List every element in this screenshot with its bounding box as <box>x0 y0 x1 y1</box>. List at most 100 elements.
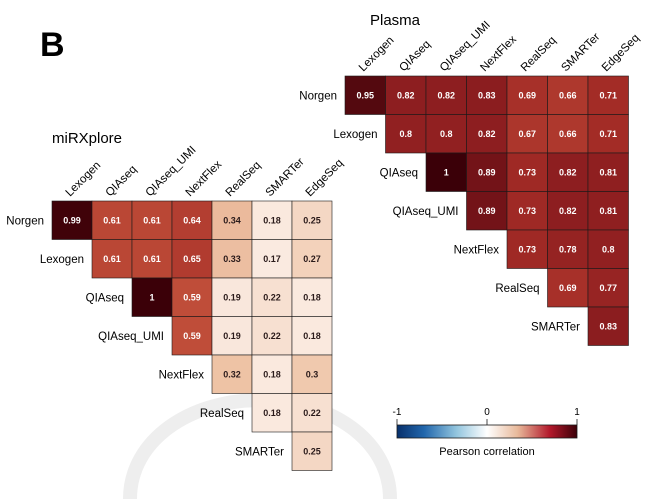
cell-value-label: 0.78 <box>559 244 577 254</box>
cell-value-label: 1 <box>444 167 449 177</box>
cell-value-label: 0.89 <box>478 206 496 216</box>
heatmap-cell <box>425 114 467 154</box>
heatmap-cell <box>466 114 508 154</box>
heatmap-cell <box>587 114 629 154</box>
row-label: SMARTer <box>235 446 284 458</box>
cell-value-label: 0.8 <box>440 129 453 139</box>
cell-value-label: 0.25 <box>303 215 321 225</box>
cell-value-label: 0.27 <box>303 254 321 264</box>
cell-value-label: 0.77 <box>599 283 617 293</box>
cell-value-label: 0.82 <box>397 90 415 100</box>
cell-value-label: 0.22 <box>303 408 321 418</box>
cell-value-label: 0.25 <box>303 446 321 456</box>
column-label: NextFlex <box>184 158 225 199</box>
cell-value-label: 0.18 <box>263 369 281 379</box>
cell-value-label: 0.32 <box>223 369 241 379</box>
legend-title: Pearson correlation <box>439 446 534 458</box>
cell-value-label: 0.17 <box>263 254 281 264</box>
cell-value-label: 0.69 <box>559 283 577 293</box>
cell-value-label: 0.73 <box>518 206 536 216</box>
heatmap-cell <box>211 316 253 356</box>
cell-value-label: 0.66 <box>559 90 577 100</box>
heatmap-cell <box>171 239 213 279</box>
row-label: QIAseq_UMI <box>98 331 164 343</box>
cell-value-label: 0.8 <box>399 129 412 139</box>
cell-value-label: 0.61 <box>103 215 121 225</box>
heatmap-cell <box>91 239 133 279</box>
heatmap-cell <box>344 75 386 115</box>
heatmap-cell <box>506 191 548 231</box>
cell-value-label: 0.18 <box>303 331 321 341</box>
heatmap-cell <box>291 239 333 279</box>
cell-value-label: 0.71 <box>599 129 617 139</box>
row-label: NextFlex <box>159 369 205 381</box>
heatmap-cell <box>251 239 293 279</box>
heatmap-cell <box>91 200 133 240</box>
heatmap-cell <box>131 239 173 279</box>
cell-value-label: 0.33 <box>223 254 241 264</box>
row-label: SMARTer <box>531 321 580 333</box>
column-label: Lexogen <box>357 34 397 74</box>
cell-value-label: 0.18 <box>303 292 321 302</box>
cell-value-label: 0.59 <box>183 292 201 302</box>
cell-value-label: 0.18 <box>263 215 281 225</box>
column-label: EdgeSeq <box>304 157 346 199</box>
heatmap-cell <box>506 114 548 154</box>
legend-tick-label: -1 <box>393 407 402 418</box>
cell-value-label: 0.82 <box>437 90 455 100</box>
heatmap-cell <box>251 277 293 317</box>
column-label: NextFlex <box>478 33 519 74</box>
cell-value-label: 0.82 <box>559 167 577 177</box>
color-legend: -1 0 1 Pearson correlation <box>393 407 581 458</box>
legend-colorbar <box>396 424 578 439</box>
row-label: NextFlex <box>454 244 500 256</box>
column-label: RealSeq <box>224 159 264 199</box>
legend-tick-label: 0 <box>484 407 490 418</box>
cell-value-label: 0.8 <box>602 244 615 254</box>
column-label: Lexogen <box>64 159 104 199</box>
heatmap-cell <box>587 75 629 115</box>
panel-label: B <box>40 26 65 64</box>
cell-value-label: 0.3 <box>306 369 319 379</box>
cell-value-label: 0.73 <box>518 167 536 177</box>
cell-value-label: 0.22 <box>263 292 281 302</box>
heatmap-cell <box>506 229 548 269</box>
row-label: QIAseq <box>86 292 124 304</box>
legend-tick-label: 1 <box>574 407 580 418</box>
heatmap-cell <box>251 316 293 356</box>
heatmap-cell <box>291 393 333 433</box>
heatmap-cell <box>587 229 629 269</box>
heatmap-cell <box>547 152 589 192</box>
heatmap-cell <box>291 277 333 317</box>
cell-value-label: 0.34 <box>223 215 241 225</box>
heatmap-cell <box>466 75 508 115</box>
cell-value-label: 0.82 <box>559 206 577 216</box>
row-label: Lexogen <box>333 129 377 141</box>
cell-value-label: 0.18 <box>263 408 281 418</box>
cell-value-label: 0.81 <box>599 206 617 216</box>
cell-value-label: 0.83 <box>599 321 617 331</box>
row-label: RealSeq <box>495 283 539 295</box>
heatmap-cell <box>211 239 253 279</box>
heatmap-cell <box>547 114 589 154</box>
heatmap-cell <box>251 393 293 433</box>
heatmap-cell <box>171 277 213 317</box>
heatmap-cell <box>385 114 427 154</box>
cell-value-label: 0.69 <box>518 90 536 100</box>
cell-value-label: 0.81 <box>599 167 617 177</box>
cell-value-label: 0.83 <box>478 90 496 100</box>
cell-value-label: 0.19 <box>223 292 241 302</box>
heatmap-cell <box>131 277 173 317</box>
cell-value-label: 0.99 <box>63 215 81 225</box>
column-label: SMARTer <box>559 31 602 74</box>
heatmap-cell <box>587 306 629 346</box>
row-label: QIAseq <box>380 167 418 179</box>
cell-value-label: 0.64 <box>183 215 201 225</box>
cell-value-label: 0.22 <box>263 331 281 341</box>
heatmap-cell <box>466 152 508 192</box>
heatmap-cell <box>587 268 629 308</box>
heatmap-cell <box>425 152 467 192</box>
heatmap-cell <box>51 200 93 240</box>
